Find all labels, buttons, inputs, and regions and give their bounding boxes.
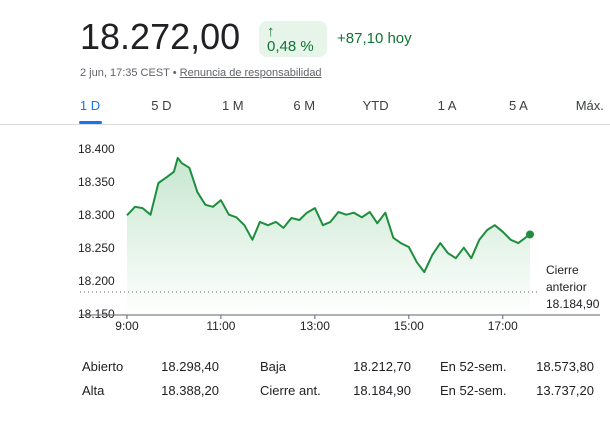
disclaimer-link[interactable]: Renuncia de responsabilidad bbox=[179, 67, 322, 79]
range-tab[interactable]: YTD bbox=[362, 98, 389, 113]
tab-divider bbox=[0, 124, 610, 125]
stat-value: 13.737,20 bbox=[536, 383, 594, 398]
x-tick-label: 17:00 bbox=[488, 319, 518, 333]
area bbox=[126, 157, 531, 315]
stat-value: 18.573,80 bbox=[536, 359, 594, 374]
range-tab[interactable]: 5 A bbox=[508, 98, 528, 113]
y-tick-label: 18.300 bbox=[78, 208, 115, 222]
y-tick-label: 18.400 bbox=[78, 142, 115, 156]
timestamp: 2 jun, 17:35 CEST bbox=[80, 67, 170, 79]
change-badge: ↑ 0,48 % bbox=[259, 21, 327, 57]
tab-indicator bbox=[79, 121, 102, 124]
stat-value: 18.184,90 bbox=[353, 383, 411, 398]
x-tick-label: 9:00 bbox=[115, 319, 139, 333]
stat-label: Baja bbox=[260, 359, 287, 374]
stat-label: En 52-sem. bbox=[440, 359, 507, 374]
stat-label: Alta bbox=[82, 383, 105, 398]
change-today: +87,10 hoy bbox=[337, 30, 412, 47]
y-tick-label: 18.150 bbox=[78, 307, 115, 321]
range-tab[interactable]: 5 D bbox=[151, 98, 172, 113]
range-tabs: 1 D 5 D 1 M 6 M YTD 1 A 5 A Máx. bbox=[79, 98, 604, 124]
stat-value: 18.212,70 bbox=[353, 359, 411, 374]
previous-close-value: 18.184,90 bbox=[546, 297, 600, 311]
previous-close-title: anterior bbox=[546, 280, 587, 294]
change-arrow: ↑ bbox=[267, 23, 275, 40]
range-tab[interactable]: 1 A bbox=[437, 98, 457, 113]
stat-value: 18.388,20 bbox=[161, 383, 219, 398]
change-percent: 0,48 % bbox=[267, 38, 314, 55]
range-tab[interactable]: Máx. bbox=[575, 98, 604, 113]
stat-label: Cierre ant. bbox=[260, 383, 321, 398]
x-tick-label: 13:00 bbox=[300, 319, 330, 333]
subline: 2 jun, 17:35 CEST • Renuncia de responsa… bbox=[80, 67, 322, 79]
price-line bbox=[126, 156, 531, 274]
stat-value: 18.298,40 bbox=[161, 359, 219, 374]
y-tick-label: 18.250 bbox=[78, 241, 115, 255]
y-tick-label: 18.350 bbox=[78, 175, 115, 189]
y-tick-label: 18.200 bbox=[78, 274, 115, 288]
x-tick-label: 15:00 bbox=[394, 319, 424, 333]
previous-close-title: Cierre bbox=[546, 263, 579, 277]
range-tab[interactable]: 1 M bbox=[221, 98, 244, 113]
range-tab[interactable]: 1 D bbox=[79, 98, 101, 113]
price: 18.272,00 bbox=[80, 16, 241, 57]
last-point bbox=[526, 230, 535, 239]
stat-label: En 52-sem. bbox=[440, 383, 507, 398]
stat-label: Abierto bbox=[82, 359, 124, 374]
range-tab[interactable]: 6 M bbox=[293, 98, 316, 113]
x-tick-label: 11:00 bbox=[206, 319, 235, 333]
separator: • bbox=[172, 67, 177, 79]
